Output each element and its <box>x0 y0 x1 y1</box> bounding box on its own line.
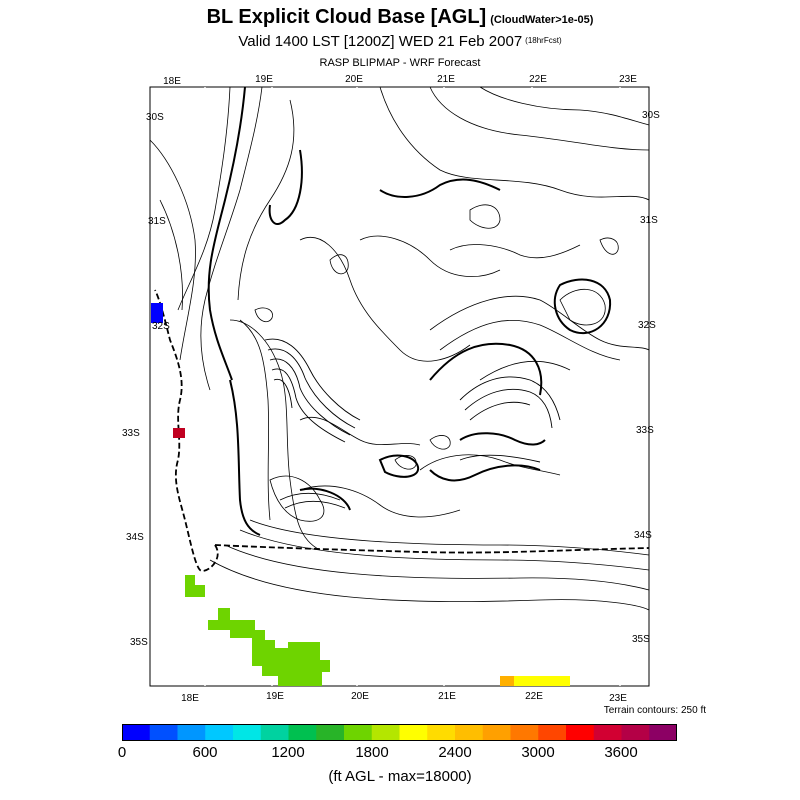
colorbar-swatch <box>288 724 317 741</box>
colorbar-swatch <box>593 724 622 741</box>
bottom-lon-label: 21E <box>438 691 456 702</box>
colorbar-swatch <box>510 724 539 741</box>
left-lat-label: 30S <box>146 112 164 123</box>
colorbar <box>122 724 677 741</box>
colorbar-unit-label: (ft AGL - max=18000) <box>328 768 472 785</box>
right-lat-label: 30S <box>642 110 660 121</box>
cloud-cells <box>151 303 570 686</box>
colorbar-swatch <box>260 724 289 741</box>
right-lat-label: 31S <box>640 215 658 226</box>
colorbar-tick-label: 1800 <box>355 744 389 761</box>
bottom-lon-label: 22E <box>525 691 543 702</box>
right-lat-label: 32S <box>638 320 656 331</box>
map-title: BL Explicit Cloud Base [AGL] (CloudWater>… <box>206 6 594 28</box>
colorbar-tick-label: 1200 <box>271 744 305 761</box>
colorbar-border <box>122 724 677 741</box>
colorbar-swatch <box>482 724 511 741</box>
forecast-note: (18hrFcst) <box>525 36 562 45</box>
graticule <box>204 87 621 686</box>
top-lon-label: 20E <box>345 74 363 85</box>
terrain-contour-note: Terrain contours: 250 ft <box>603 705 706 716</box>
colorbar-swatch <box>621 724 650 741</box>
colorbar-swatch <box>122 724 151 741</box>
coastline <box>154 289 219 572</box>
bottom-lon-label: 23E <box>609 693 627 704</box>
right-lat-label: 33S <box>636 425 654 436</box>
left-lat-label: 33S <box>122 428 140 439</box>
colorbar-swatch <box>427 724 456 741</box>
south-coastline <box>214 544 650 554</box>
orange-cloud-cell <box>500 676 514 686</box>
colorbar-tick-label: 600 <box>192 744 218 761</box>
colorbar-swatch <box>649 724 677 741</box>
dark-red-cloud-cell <box>173 428 185 438</box>
colorbar-tick-label: 3600 <box>604 744 638 761</box>
colorbar-swatch <box>455 724 484 741</box>
colorbar-swatch <box>177 724 206 741</box>
top-lon-label: 22E <box>529 74 547 85</box>
terrain-contours-thin <box>149 86 650 611</box>
map-frame <box>149 86 650 687</box>
top-lon-label: 23E <box>619 74 637 85</box>
colorbar-swatch <box>344 724 373 741</box>
blue-cloud-cell <box>151 303 163 323</box>
valid-time: Valid 1400 LST [1200Z] WED 21 Feb 2007 (1… <box>238 33 562 50</box>
colorbar-swatch <box>205 724 234 741</box>
colorbar-swatch <box>538 724 567 741</box>
colorbar-tick-label: 2400 <box>438 744 472 761</box>
bottom-lon-label: 18E <box>181 693 199 704</box>
forecast-map: 18E 19E 20E 21E 22E 23E 18E 19E 20E 21E … <box>122 74 660 704</box>
left-lat-label: 32S <box>152 321 170 332</box>
colorbar-swatch <box>233 724 262 741</box>
colorbar-swatch <box>371 724 400 741</box>
right-lat-label: 34S <box>634 530 652 541</box>
ridge-contours <box>264 338 561 509</box>
green-cloud-area <box>185 575 330 686</box>
top-lon-label: 18E <box>163 76 181 87</box>
left-lat-label: 35S <box>130 637 148 648</box>
right-lat-label: 35S <box>632 634 650 645</box>
top-lon-label: 21E <box>437 74 455 85</box>
colorbar-tick-label: 3000 <box>521 744 555 761</box>
colorbar-tick-label: 0 <box>117 744 127 761</box>
axis-labels: 18E 19E 20E 21E 22E 23E 18E 19E 20E 21E … <box>122 74 660 704</box>
title-note: (CloudWater>1e-05) <box>490 14 594 26</box>
colorbar-swatch <box>566 724 595 741</box>
left-lat-label: 34S <box>126 532 144 543</box>
terrain-contours-thick <box>207 86 612 536</box>
bottom-lon-label: 20E <box>351 691 369 702</box>
colorbar-ticks: 0 600 1200 1800 2400 3000 3600 <box>0 744 800 764</box>
colorbar-swatch <box>399 724 428 741</box>
model-label: RASP BLIPMAP - WRF Forecast <box>319 57 481 69</box>
yellow-cloud-cell <box>514 676 570 686</box>
top-lon-label: 19E <box>255 74 273 85</box>
colorbar-swatch <box>316 724 345 741</box>
left-lat-label: 31S <box>148 216 166 227</box>
colorbar-swatch <box>149 724 178 741</box>
bottom-lon-label: 19E <box>266 691 284 702</box>
